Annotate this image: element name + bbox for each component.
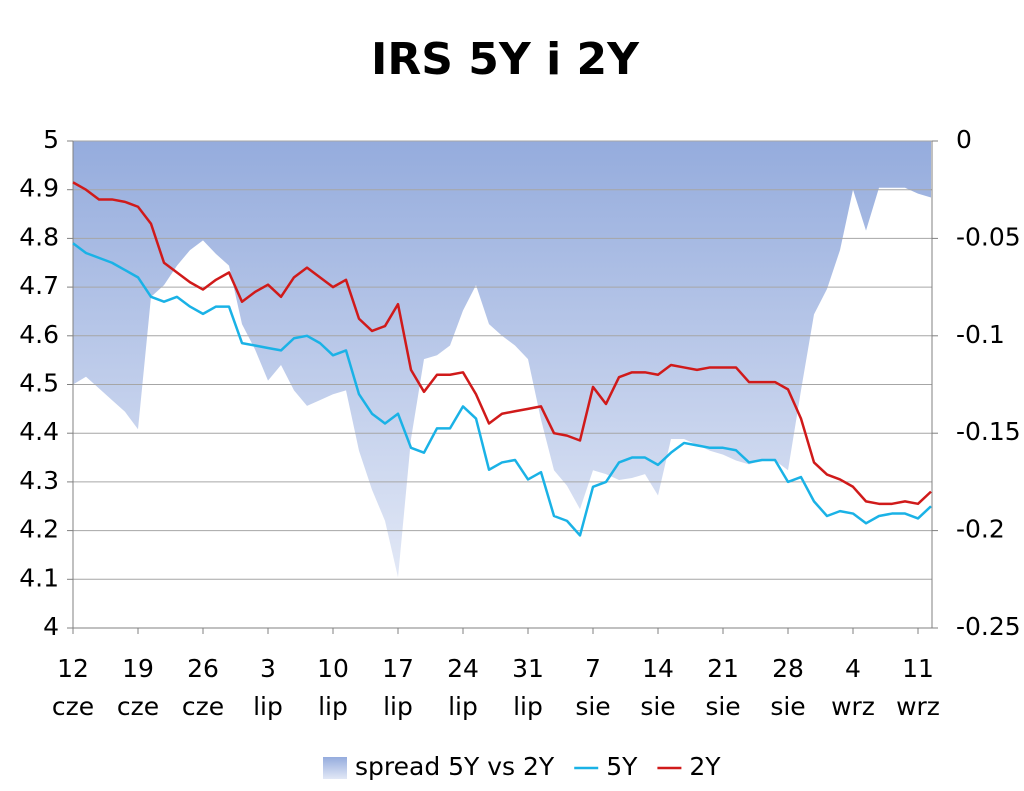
x-tick-label: 7 sie xyxy=(575,654,610,721)
legend-label: spread 5Y vs 2Y xyxy=(355,752,555,781)
y-tick-label: 4.8 xyxy=(19,222,59,251)
y2-tick-label: -0.05 xyxy=(956,222,1021,251)
legend-label: 2Y xyxy=(689,752,721,781)
y-tick-label: 5 xyxy=(43,125,59,154)
y-tick-label: 4.2 xyxy=(19,515,59,544)
x-tick-label: 4 wrz xyxy=(831,654,875,721)
x-tick-label: 14 sie xyxy=(640,654,675,721)
y-tick-label: 4.5 xyxy=(19,369,59,398)
x-tick-label: 17 lip xyxy=(382,654,414,721)
y-tick-label: 4.3 xyxy=(19,466,59,495)
legend-swatch xyxy=(323,757,347,779)
x-tick-label: 26 cze xyxy=(182,654,224,721)
area xyxy=(73,141,931,578)
chart-title: IRS 5Y i 2Y xyxy=(371,34,640,85)
y-tick-label: 4 xyxy=(43,612,59,641)
x-tick-label: 28 sie xyxy=(770,654,805,721)
y-tick-label: 4.4 xyxy=(19,417,59,446)
y-tick-label: 4.7 xyxy=(19,271,59,300)
line xyxy=(72,242,932,537)
x-tick-label: 10 lip xyxy=(317,654,349,721)
x-tick-label: 21 sie xyxy=(705,654,740,721)
legend-label: 5Y xyxy=(606,752,638,781)
x-tick-label: 31 lip xyxy=(512,654,544,721)
y-tick-label: 4.9 xyxy=(19,174,59,203)
line xyxy=(72,181,932,506)
x-tick-label: 24 lip xyxy=(447,654,479,721)
y2-tick-label: -0.25 xyxy=(956,612,1021,641)
y2-tick-label: 0 xyxy=(956,125,972,154)
y2-tick-label: -0.1 xyxy=(956,320,1005,349)
x-tick-label: 19 cze xyxy=(117,654,159,721)
y-tick-label: 4.6 xyxy=(19,320,59,349)
y2-tick-label: -0.15 xyxy=(956,417,1021,446)
y2-tick-label: -0.2 xyxy=(956,515,1005,544)
x-tick-label: 12 cze xyxy=(52,654,94,721)
x-tick-label: 3 lip xyxy=(253,654,283,721)
y-tick-label: 4.1 xyxy=(19,563,59,592)
x-tick-label: 11 wrz xyxy=(896,654,940,721)
